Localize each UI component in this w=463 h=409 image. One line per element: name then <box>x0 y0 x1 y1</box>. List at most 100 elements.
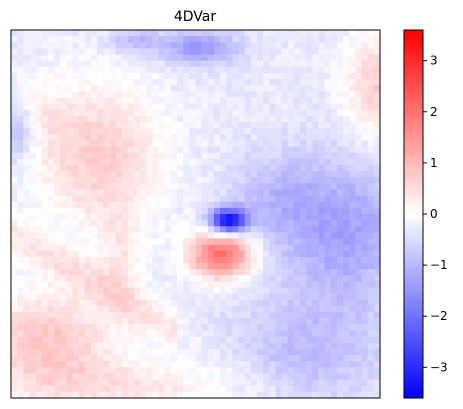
heatmap-cell <box>367 281 375 289</box>
heatmap-cell <box>134 201 141 209</box>
heatmap-cell <box>41 269 49 276</box>
heatmap-cell <box>238 232 246 240</box>
heatmap-cell <box>84 177 92 184</box>
heatmap-cell <box>300 152 307 160</box>
heatmap-cell <box>336 140 344 148</box>
heatmap-cell <box>66 201 74 209</box>
heatmap-cell <box>140 36 147 43</box>
heatmap-cell <box>257 183 264 191</box>
heatmap-cell <box>109 103 117 111</box>
heatmap-cell <box>213 54 221 62</box>
heatmap-cell <box>146 330 154 338</box>
heatmap-cell <box>66 348 74 356</box>
heatmap-cell <box>41 60 49 68</box>
heatmap-cell <box>97 140 104 148</box>
heatmap-cell <box>287 336 295 344</box>
heatmap-cell <box>23 348 31 356</box>
heatmap-cell <box>367 42 375 49</box>
heatmap-cell <box>103 269 110 276</box>
heatmap-cell <box>207 109 215 117</box>
heatmap-cell <box>146 103 154 111</box>
heatmap-cell <box>140 66 147 74</box>
heatmap-cell <box>232 91 240 99</box>
heatmap-cell <box>373 164 380 172</box>
heatmap-cell <box>263 299 270 307</box>
heatmap-cell <box>373 244 380 252</box>
heatmap-cell <box>158 238 166 246</box>
heatmap-cell <box>183 97 190 105</box>
heatmap-cell <box>275 391 283 398</box>
heatmap-cell <box>164 342 172 350</box>
heatmap-cell <box>361 146 369 154</box>
heatmap-cell <box>78 232 86 240</box>
heatmap-cell <box>84 158 92 166</box>
heatmap-cell <box>330 164 338 172</box>
heatmap-cell <box>97 336 104 344</box>
heatmap-cell <box>41 342 49 350</box>
heatmap-cell <box>312 336 320 344</box>
heatmap-cell <box>263 287 270 295</box>
heatmap-cell <box>324 201 332 209</box>
heatmap-cell <box>127 299 135 307</box>
heatmap-cell <box>244 128 252 135</box>
heatmap-cell <box>355 355 363 362</box>
heatmap-cell <box>35 158 43 166</box>
heatmap-cell <box>287 79 295 86</box>
heatmap-cell <box>78 183 86 191</box>
heatmap-cell <box>146 324 154 332</box>
heatmap-cell <box>349 324 356 332</box>
heatmap-cell <box>269 361 277 368</box>
heatmap-cell <box>257 336 264 344</box>
heatmap-cell <box>134 85 141 92</box>
heatmap-cell <box>84 195 92 203</box>
heatmap-cell <box>17 391 24 398</box>
heatmap-cell <box>84 79 92 86</box>
heatmap-cell <box>158 54 166 62</box>
heatmap-cell <box>293 324 301 332</box>
heatmap-cell <box>232 158 240 166</box>
heatmap-cell <box>146 306 154 313</box>
heatmap-cell <box>257 299 264 307</box>
heatmap-cell <box>275 36 283 43</box>
heatmap-cell <box>238 244 246 252</box>
heatmap-cell <box>306 60 313 68</box>
heatmap-cell <box>244 158 252 166</box>
heatmap-cell <box>287 232 295 240</box>
heatmap-cell <box>275 146 283 154</box>
heatmap-cell <box>84 373 92 381</box>
heatmap-cell <box>195 361 203 368</box>
heatmap-cell <box>60 177 67 184</box>
heatmap-cell <box>35 103 43 111</box>
heatmap-cell <box>127 85 135 92</box>
heatmap-cell <box>336 324 344 332</box>
heatmap-cell <box>177 330 184 338</box>
heatmap-cell <box>109 134 117 141</box>
heatmap-cell <box>367 238 375 246</box>
heatmap-cell <box>189 250 197 258</box>
heatmap-cell <box>324 152 332 160</box>
heatmap-cell <box>232 146 240 154</box>
heatmap-cell <box>195 256 203 264</box>
heatmap-cell <box>164 164 172 172</box>
heatmap-cell <box>263 158 270 166</box>
heatmap-cell <box>35 281 43 289</box>
heatmap-cell <box>293 54 301 62</box>
heatmap-cell <box>343 66 350 74</box>
heatmap-cell <box>269 207 277 215</box>
heatmap-cell <box>164 201 172 209</box>
heatmap-cell <box>72 342 80 350</box>
heatmap-cell <box>257 263 264 270</box>
heatmap-cell <box>72 324 80 332</box>
heatmap-cell <box>269 85 277 92</box>
heatmap-cell <box>158 140 166 148</box>
heatmap-cell <box>177 109 184 117</box>
heatmap-cell <box>349 275 356 283</box>
heatmap-cell <box>318 122 326 129</box>
heatmap-cell <box>336 256 344 264</box>
heatmap-cell <box>115 97 123 105</box>
heatmap-cell <box>293 189 301 197</box>
heatmap-cell <box>115 122 123 129</box>
heatmap-cell <box>213 312 221 319</box>
heatmap-cell <box>60 355 67 362</box>
heatmap-cell <box>183 226 190 233</box>
